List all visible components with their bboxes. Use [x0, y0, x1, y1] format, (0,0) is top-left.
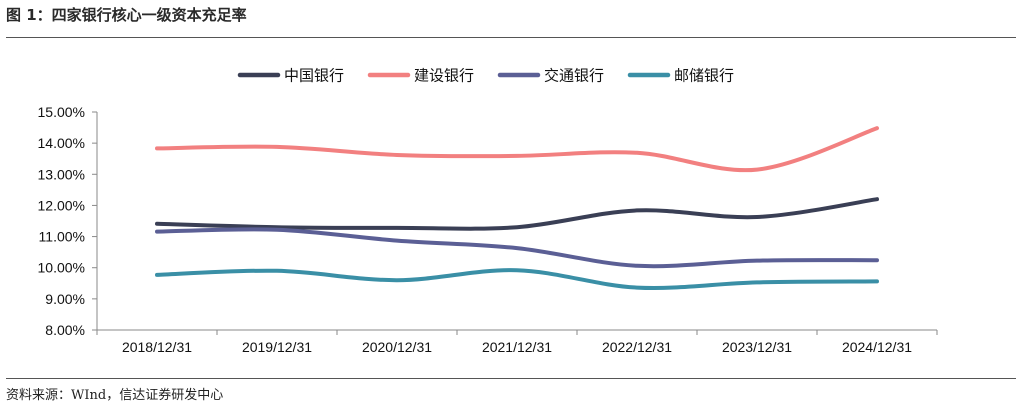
x-tick-label: 2018/12/31 [122, 339, 192, 355]
series-line-4 [155, 268, 879, 290]
y-axis: 15.00% 14.00% 13.00% 12.00% 11.00% 10.00% 9.00… [38, 104, 98, 338]
legend-label: 建设银行 [414, 67, 474, 85]
y-tick-label: 11.00% [39, 229, 85, 245]
x-tick-label: 2019/12/31 [242, 339, 312, 355]
y-tick-label: 9.00% [45, 291, 85, 307]
x-tick-label: 2021/12/31 [482, 339, 552, 355]
y-tick-label: 8.00% [45, 322, 85, 338]
y-tick-label: 14.00% [38, 135, 85, 151]
y-tick-label: 15.00% [38, 104, 85, 120]
x-tick-label: 2024/12/31 [842, 339, 912, 355]
y-tick-label: 12.00% [38, 197, 85, 213]
line-chart: 中国银行 建设银行 交通银行 邮储银行 15.00% 14.00% 13.00% 12.00… [38, 67, 938, 355]
legend: 中国银行 建设银行 交通银行 邮储银行 [237, 67, 734, 85]
x-tick-label: 2020/12/31 [362, 339, 432, 355]
legend-label: 中国银行 [284, 67, 344, 85]
x-axis: 2018/12/31 2019/12/31 2020/12/31 2021/12/31… [96, 329, 938, 355]
legend-label: 交通银行 [544, 67, 604, 85]
series-lines [155, 126, 879, 290]
x-tick-label: 2023/12/31 [722, 339, 792, 355]
figure-title: 图 1：四家银行核心一级资本充足率 [6, 6, 247, 24]
top-divider [6, 37, 1016, 38]
source-note: 资料来源：WInd，信达证券研发中心 [6, 388, 224, 403]
series-line-1 [155, 197, 879, 231]
series-line-2 [155, 126, 879, 173]
y-tick-label: 13.00% [38, 166, 85, 182]
legend-label: 邮储银行 [674, 67, 734, 85]
y-tick-label: 10.00% [38, 260, 85, 276]
bottom-divider [6, 378, 1016, 379]
x-tick-label: 2022/12/31 [602, 339, 672, 355]
series-line-3 [155, 227, 879, 269]
